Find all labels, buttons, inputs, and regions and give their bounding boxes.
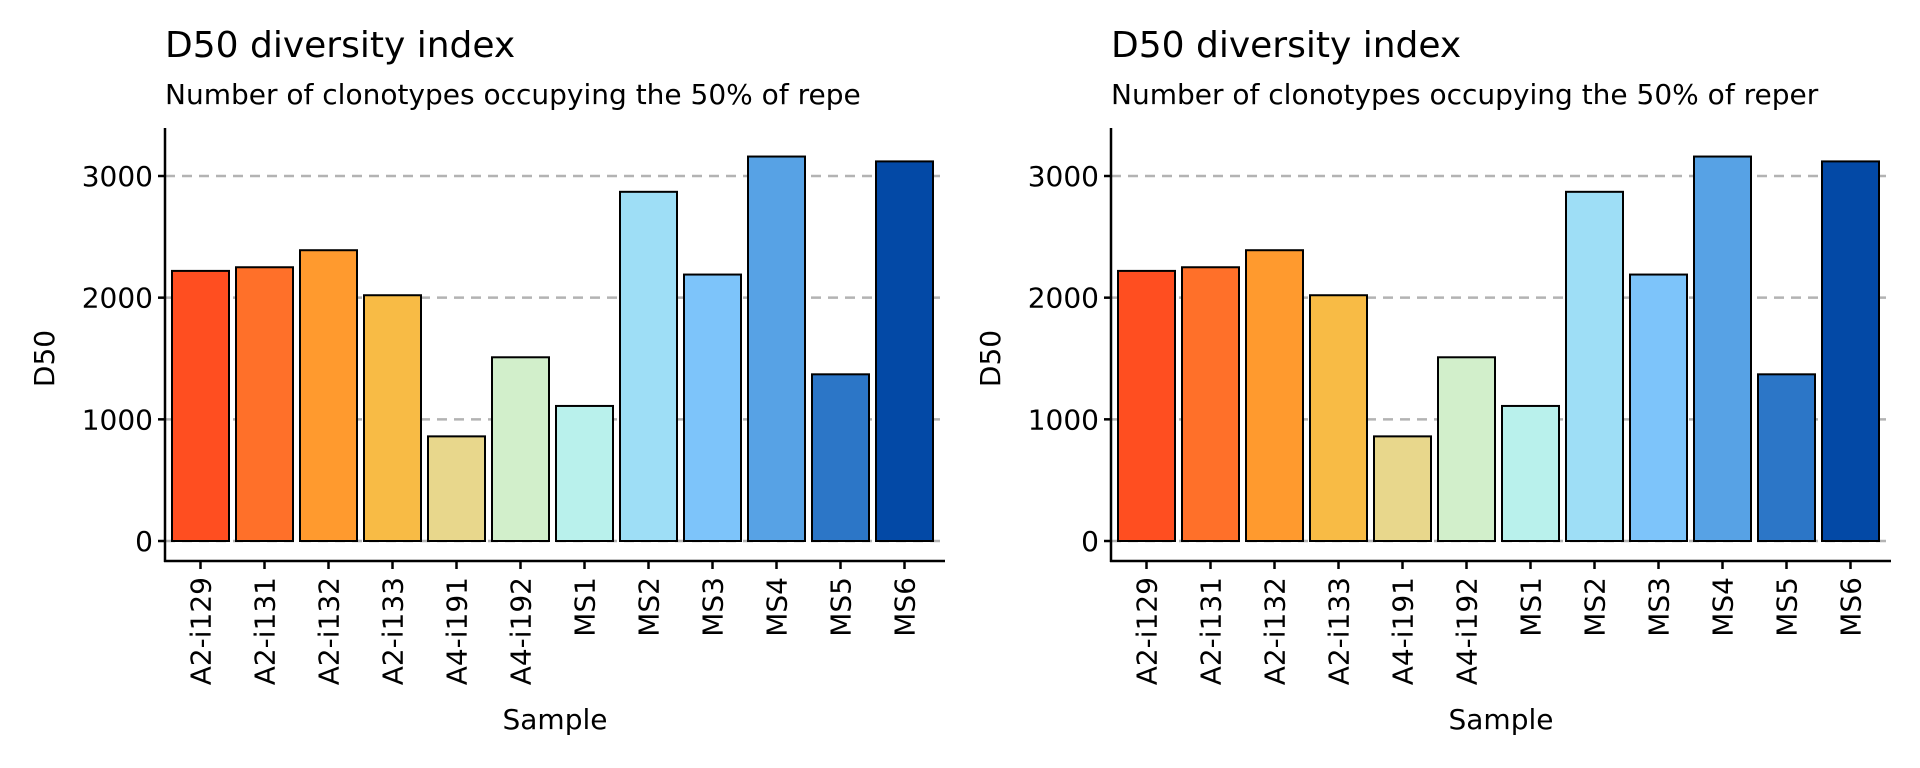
x-tick-label: MS1 [569, 577, 602, 637]
x-tick-label: MS3 [697, 577, 730, 637]
x-tick-label: MS6 [1835, 577, 1868, 637]
chart-panel-left: D50 diversity index Number of clonotypes … [28, 25, 945, 736]
bar-a4-i192 [491, 356, 550, 542]
bar-a4-i192 [1437, 356, 1496, 542]
y-tick-label: 3000 [1028, 160, 1099, 193]
chart-subtitle: Number of clonotypes occupying the 50% o… [1111, 78, 1819, 111]
bar-ms2 [1565, 190, 1624, 542]
bar-ms1 [555, 404, 614, 543]
x-tick-label: A4-i191 [441, 577, 474, 685]
chart-subtitle: Number of clonotypes occupying the 50% o… [165, 78, 861, 111]
bar-ms4 [1693, 155, 1752, 543]
bar-ms4 [747, 155, 806, 543]
chart-right: D50 diversity index Number of clonotypes … [974, 25, 1891, 736]
bar-ms6 [1821, 160, 1880, 542]
chart-title: D50 diversity index [165, 25, 515, 66]
x-tick-label: MS6 [889, 577, 922, 637]
bar-a2-i133 [1309, 294, 1368, 542]
y-tick-label: 2000 [82, 282, 153, 315]
bar-a2-i133 [363, 294, 422, 542]
bar-ms1 [1501, 404, 1560, 543]
y-tick-label: 1000 [82, 403, 153, 436]
y-tick-label: 3000 [82, 160, 153, 193]
x-tick-label: MS1 [1515, 577, 1548, 637]
bar-a2-i132 [299, 249, 358, 542]
chart-panel-right: D50 diversity index Number of clonotypes … [946, 0, 1906, 768]
x-tick-label: A2-i129 [185, 577, 218, 685]
x-tick-label: MS3 [1643, 577, 1676, 637]
bar-ms2 [619, 190, 678, 542]
bar-a2-i132 [1245, 249, 1304, 542]
bar-ms6 [875, 160, 934, 542]
bar-a2-i131 [235, 266, 294, 542]
x-tick-label: MS5 [1771, 577, 1804, 637]
y-tick-label: 0 [1081, 525, 1099, 558]
bar-a2-i131 [1181, 266, 1240, 542]
x-tick-label: MS4 [1707, 577, 1740, 637]
bar-a4-i191 [1373, 435, 1432, 542]
x-tick-label: A4-i192 [1451, 577, 1484, 685]
y-tick-label: 1000 [1028, 403, 1099, 436]
bar-ms5 [1757, 373, 1816, 543]
chart-title: D50 diversity index [1111, 25, 1461, 66]
bar-ms5 [811, 373, 870, 543]
bar-a2-i129 [171, 269, 230, 542]
x-tick-label: A2-i131 [249, 577, 282, 685]
bar-a4-i191 [427, 435, 486, 542]
bar-ms3 [683, 273, 742, 542]
x-tick-label: A2-i131 [1195, 577, 1228, 685]
x-tick-label: MS2 [633, 577, 666, 637]
x-tick-label: A2-i132 [313, 577, 346, 685]
y-tick-label: 2000 [1028, 282, 1099, 315]
x-tick-label: A2-i132 [1259, 577, 1292, 685]
x-tick-label: A4-i192 [505, 577, 538, 685]
x-tick-label: A2-i133 [1323, 577, 1356, 685]
bar-a2-i129 [1117, 269, 1176, 542]
x-tick-label: MS4 [761, 577, 794, 637]
x-tick-label: MS5 [825, 577, 858, 637]
y-axis-title: D50 [974, 330, 1007, 387]
chart-left: D50 diversity index Number of clonotypes … [28, 25, 945, 736]
y-tick-label: 0 [135, 525, 153, 558]
bar-ms3 [1629, 273, 1688, 542]
x-axis-title: Sample [503, 703, 608, 736]
x-tick-label: A2-i129 [1131, 577, 1164, 685]
x-tick-label: MS2 [1579, 577, 1612, 637]
x-tick-label: A2-i133 [377, 577, 410, 685]
y-axis-title: D50 [28, 330, 61, 387]
x-tick-label: A4-i191 [1387, 577, 1420, 685]
x-axis-title: Sample [1449, 703, 1554, 736]
